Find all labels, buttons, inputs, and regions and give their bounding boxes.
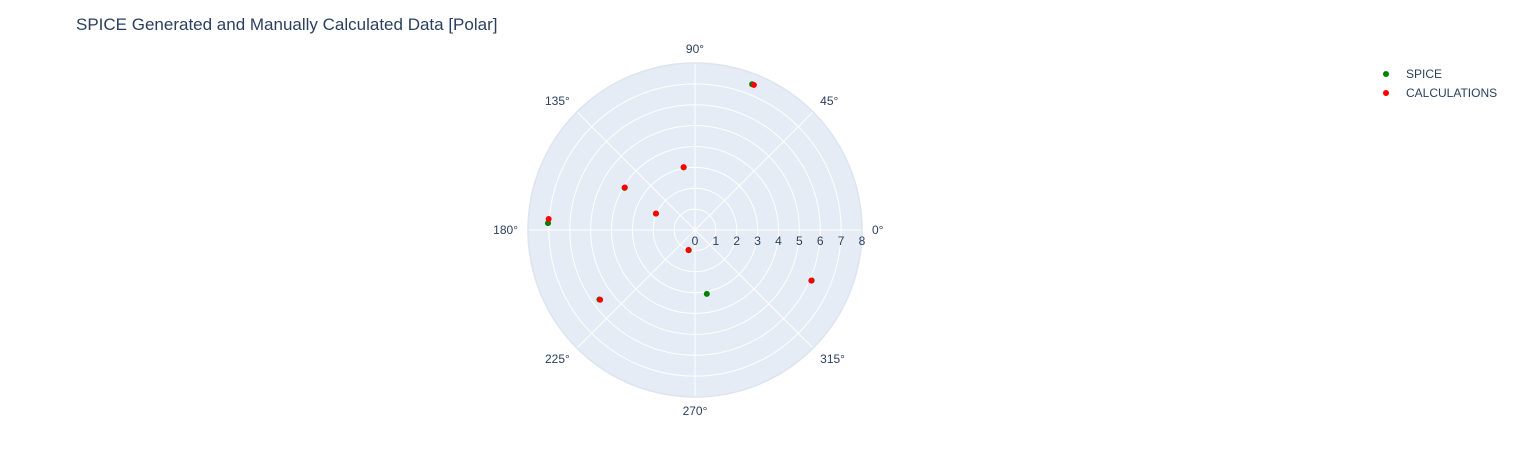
- legend-label: SPICE: [1406, 67, 1442, 81]
- legend-label: CALCULATIONS: [1406, 86, 1497, 100]
- angular-tick-labels: 0° 45° 90° 135° 180° 225° 270° 315°: [493, 42, 884, 418]
- angular-tick-label: 0°: [872, 223, 884, 237]
- polar-outer-border: [527, 62, 863, 398]
- angular-tick-label: 225°: [545, 352, 570, 366]
- legend[interactable]: SPICE CALCULATIONS: [1383, 67, 1497, 100]
- chart-title: SPICE Generated and Manually Calculated …: [76, 15, 497, 34]
- angular-tick-label: 315°: [820, 352, 845, 366]
- angular-tick-label: 90°: [686, 42, 704, 56]
- radial-tick-label: 2: [733, 234, 740, 248]
- series-calculations: [545, 81, 815, 303]
- data-point[interactable]: [545, 215, 552, 222]
- data-point[interactable]: [703, 290, 710, 297]
- angular-tick-label: 135°: [545, 94, 570, 108]
- angular-tick-label: 270°: [683, 404, 708, 418]
- radial-tick-label: 3: [754, 234, 761, 248]
- data-point[interactable]: [652, 210, 659, 217]
- radial-tick-label: 5: [796, 234, 803, 248]
- data-point[interactable]: [597, 296, 604, 303]
- radial-tick-label: 4: [775, 234, 782, 248]
- legend-item-spice[interactable]: SPICE: [1383, 67, 1442, 81]
- angular-tick-label: 45°: [820, 94, 838, 108]
- legend-item-calculations[interactable]: CALCULATIONS: [1383, 86, 1497, 100]
- radial-tick-label: 8: [859, 234, 866, 248]
- angular-gridline: [576, 111, 696, 231]
- angular-gridline: [694, 111, 814, 231]
- radial-tick-label: 7: [838, 234, 845, 248]
- data-point[interactable]: [808, 277, 815, 284]
- angular-tick-label: 180°: [493, 223, 518, 237]
- radial-tick-label: 0: [692, 234, 699, 248]
- radial-tick-label: 6: [817, 234, 824, 248]
- data-point[interactable]: [685, 247, 692, 254]
- data-point[interactable]: [680, 164, 687, 171]
- polar-grid: [527, 62, 863, 398]
- data-point[interactable]: [750, 81, 757, 88]
- data-point[interactable]: [621, 184, 628, 191]
- angular-gridline: [576, 229, 696, 349]
- data-markers: [544, 81, 815, 303]
- legend-marker-icon: [1383, 71, 1389, 77]
- legend-marker-icon: [1383, 90, 1389, 96]
- angular-gridline: [694, 229, 814, 349]
- radial-tick-label: 1: [713, 234, 720, 248]
